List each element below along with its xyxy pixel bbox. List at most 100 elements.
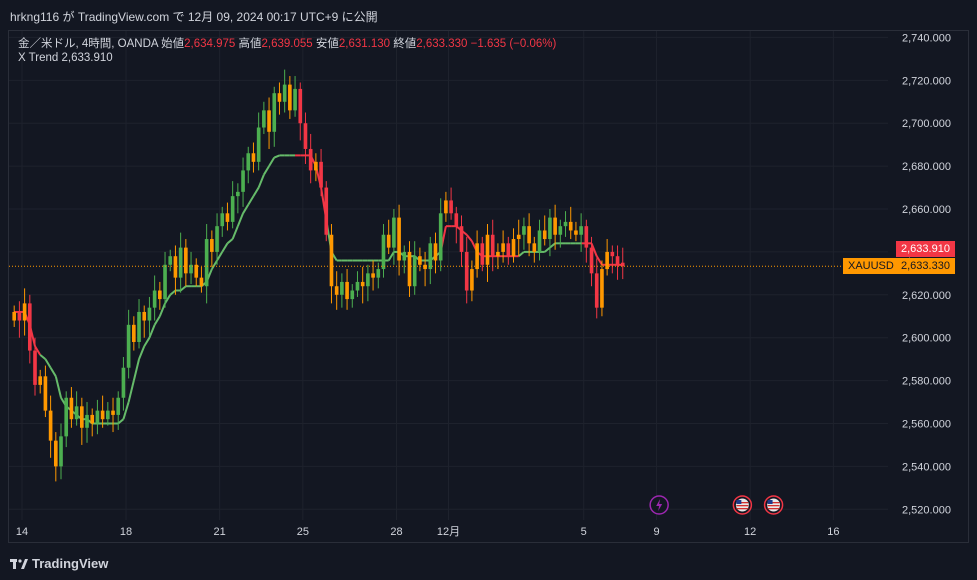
- candle: [620, 247, 625, 280]
- flag-stripe: [767, 508, 780, 510]
- indicator-legend: X Trend 2,633.910: [18, 52, 113, 64]
- candle: [173, 245, 178, 295]
- change-value: −1.635 (−0.06%): [470, 38, 557, 50]
- x-trend-segment: [132, 358, 141, 381]
- candle-body: [184, 247, 188, 274]
- candle-body: [511, 239, 516, 257]
- candle: [132, 316, 136, 351]
- x-trend-segment: [39, 354, 47, 360]
- time-tick-label: 21: [214, 526, 226, 538]
- candle: [303, 112, 308, 164]
- x-trend-segment: [158, 303, 166, 317]
- candle-body: [251, 153, 256, 162]
- candle: [100, 395, 105, 428]
- candle-body: [542, 230, 547, 240]
- candle-body: [189, 264, 193, 274]
- candle: [241, 157, 245, 207]
- x-trend-segment: [216, 251, 224, 262]
- x-trend-segment: [590, 242, 598, 257]
- candle-body: [173, 256, 178, 278]
- price-tick-label: 2,700.000: [902, 118, 951, 130]
- candle-body: [298, 88, 303, 124]
- candle-body: [355, 281, 360, 291]
- candle-body: [334, 286, 339, 295]
- candle-body: [480, 243, 485, 265]
- indicator-price-tag: 2,633.910: [896, 241, 955, 258]
- candle-body: [475, 243, 479, 270]
- candle-body: [574, 230, 578, 235]
- candle: [506, 236, 511, 265]
- candle-body: [485, 234, 490, 265]
- candle: [251, 142, 256, 173]
- candle: [256, 112, 261, 171]
- candle: [454, 206, 459, 244]
- candle: [589, 236, 594, 287]
- x-trend-segment: [242, 204, 250, 214]
- flag-stripe: [736, 502, 749, 504]
- candle: [38, 369, 43, 394]
- x-trend-segment: [595, 255, 603, 266]
- candle: [600, 260, 604, 317]
- candle-body: [38, 376, 43, 385]
- high-value: 2,639.055: [261, 38, 313, 50]
- candle: [605, 239, 609, 276]
- candle-body: [220, 213, 225, 227]
- candle: [85, 402, 89, 443]
- candle-body: [397, 217, 401, 261]
- candle-body: [516, 234, 521, 240]
- x-trend-segment: [54, 376, 62, 398]
- candle-body: [158, 290, 162, 300]
- candle-body: [324, 187, 329, 235]
- flag-canton: [736, 500, 742, 504]
- candle-body: [600, 269, 604, 308]
- x-trend-segment: [180, 285, 187, 292]
- candle-body: [95, 410, 100, 424]
- candle-body: [407, 251, 412, 287]
- low-label: 安値: [315, 38, 339, 50]
- candle-body: [454, 213, 459, 227]
- candle: [532, 236, 537, 263]
- indicator-name[interactable]: X Trend: [18, 52, 59, 64]
- candle: [33, 337, 37, 396]
- candle-body: [152, 290, 157, 308]
- candle: [568, 206, 573, 240]
- candle-body: [366, 273, 370, 287]
- tradingview-logo[interactable]: TradingView: [10, 556, 108, 571]
- candle: [220, 206, 225, 237]
- candle-body: [132, 324, 136, 342]
- symbol-text[interactable]: 金／米ドル, 4時間, OANDA: [18, 38, 158, 50]
- candle-body: [433, 243, 438, 261]
- candle: [308, 133, 313, 184]
- flag-stripe: [736, 505, 749, 507]
- lightning-icon: [649, 495, 669, 515]
- candle-body: [194, 264, 199, 278]
- candle-body: [386, 234, 391, 248]
- candle-body: [506, 243, 511, 257]
- candle: [584, 219, 589, 263]
- candle-body: [168, 256, 173, 265]
- candle-body: [340, 281, 344, 295]
- candle: [340, 273, 344, 308]
- candle: [558, 219, 563, 248]
- candle: [293, 76, 297, 117]
- indicator-value: 2,633.910: [61, 52, 113, 64]
- x-trend-segment: [252, 187, 260, 197]
- candle: [485, 224, 490, 282]
- candle-body: [246, 153, 251, 171]
- candle: [230, 181, 235, 229]
- x-trend-segment: [117, 418, 125, 425]
- grid: [9, 31, 888, 520]
- candle-body: [470, 269, 474, 291]
- candle-body: [350, 290, 355, 300]
- x-trend-segment: [268, 157, 276, 167]
- open-label: 始値: [161, 38, 185, 50]
- time-tick-label: 12: [744, 526, 756, 538]
- time-tick-label: 16: [827, 526, 839, 538]
- candle-body: [90, 414, 95, 424]
- candle-body: [537, 230, 542, 252]
- candle: [90, 408, 95, 437]
- candle: [225, 202, 230, 231]
- candle-body: [85, 414, 89, 428]
- x-trend-line: [14, 154, 623, 425]
